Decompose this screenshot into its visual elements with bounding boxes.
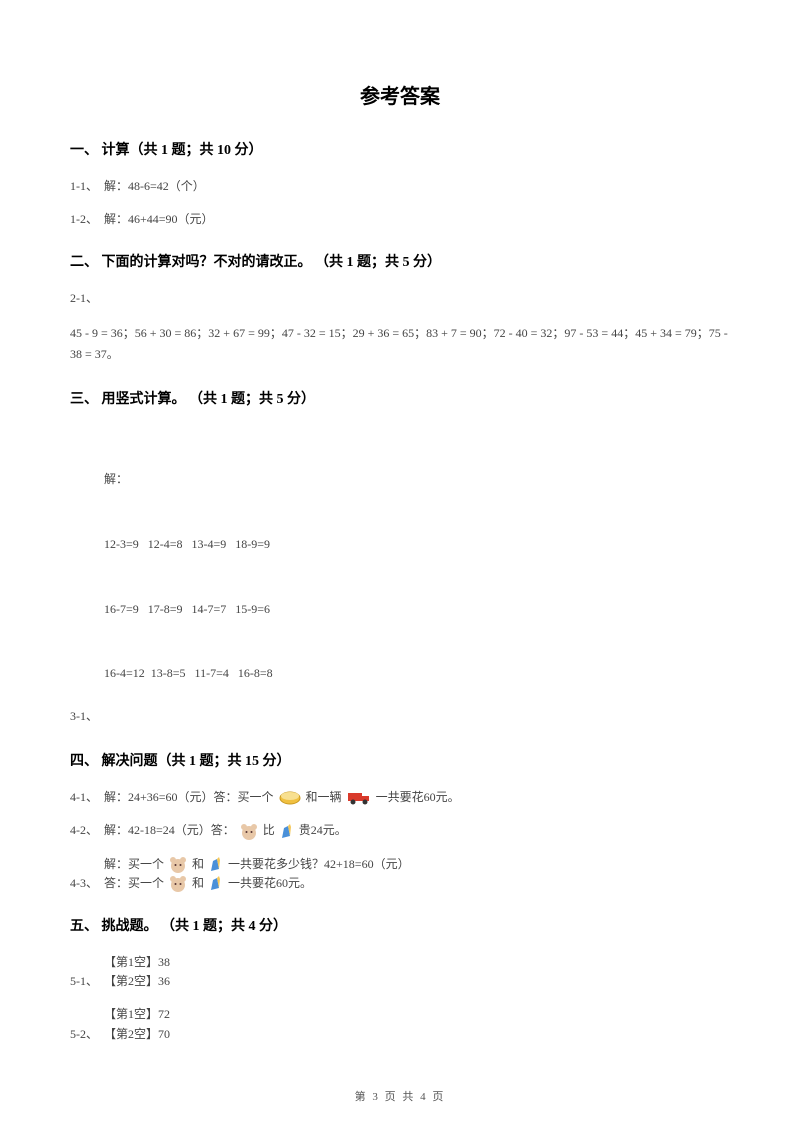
text-part: 解：42-18=24（元）答： [104, 823, 235, 837]
answer-number: 1-1、 [70, 177, 104, 196]
text-part: 比 [263, 823, 278, 837]
grid-line: 16-4=12 13-8=5 11-7=4 16-8=8 [104, 663, 273, 685]
truck-icon [347, 791, 371, 805]
grid-line: 16-7=9 17-8=9 14-7=7 15-9=6 [104, 599, 273, 621]
answer-text: 解：24+36=60（元）答：买一个 和一辆 一共要花60元。 [104, 788, 460, 807]
section-5-heading: 五、 挑战题。 （共 1 题；共 4 分） [70, 915, 730, 935]
blank-line: 【第1空】72 [104, 1005, 170, 1024]
answer-3-1: 3-1、 解： 12-3=9 12-4=8 13-4=9 18-9=9 16-7… [70, 426, 730, 728]
bear-icon [169, 856, 187, 874]
answer-number: 2-1、 [70, 289, 104, 308]
section-3-heading: 三、 用竖式计算。 （共 1 题；共 5 分） [70, 388, 730, 408]
answer-text: 【第1空】72 【第2空】70 [104, 1005, 170, 1043]
text-part: 和一辆 [306, 790, 345, 804]
answer-1-2: 1-2、 解：46+44=90（元） [70, 210, 730, 229]
answer-number: 5-2、 [70, 1025, 104, 1044]
bear-icon [240, 823, 258, 841]
text-part: 一共要花60元。 [228, 876, 312, 890]
blank-line: 【第1空】38 [104, 953, 170, 972]
answer-5-2: 5-2、 【第1空】72 【第2空】70 [70, 1005, 730, 1043]
pen-icon [209, 876, 223, 892]
answer-number: 1-2、 [70, 210, 104, 229]
answer-number: 5-1、 [70, 972, 104, 991]
pen-icon [280, 824, 294, 840]
answer-subline: 解：买一个 和 一共要花多少钱？42+18=60（元） [104, 855, 410, 874]
section-2-heading: 二、 下面的计算对吗？不对的请改正。 （共 1 题；共 5 分） [70, 251, 730, 271]
answer-5-1: 5-1、 【第1空】38 【第2空】36 [70, 953, 730, 991]
page-content: 参考答案 一、 计算（共 1 题；共 10 分） 1-1、 解：48-6=42（… [0, 0, 800, 1098]
answer-2-1-num: 2-1、 [70, 289, 730, 308]
text-part: 答：买一个 [104, 876, 167, 890]
answer-4-3: 4-3、 解：买一个 和 一共要花多少钱？42+18=60（元） 答：买一个 和 [70, 855, 730, 894]
grid-line: 解： [104, 469, 273, 491]
page-footer: 第 3 页 共 4 页 [0, 1088, 800, 1104]
section-4-heading: 四、 解决问题（共 1 题；共 15 分） [70, 750, 730, 770]
answer-number: 4-2、 [70, 821, 104, 840]
text-part: 一共要花多少钱？42+18=60（元） [228, 857, 410, 871]
text-part: 贵24元。 [299, 823, 347, 837]
answer-number: 3-1、 [70, 706, 104, 728]
answer-number: 4-3、 [70, 874, 104, 893]
answer-subline: 答：买一个 和 一共要花60元。 [104, 874, 410, 893]
text-part: 解：买一个 [104, 857, 167, 871]
answer-text: 解：42-18=24（元）答： 比 贵24元。 [104, 821, 347, 840]
answer-text: 解：买一个 和 一共要花多少钱？42+18=60（元） 答：买一个 和 [104, 855, 410, 894]
section-1-heading: 一、 计算（共 1 题；共 10 分） [70, 139, 730, 159]
answer-text: 解：46+44=90（元） [104, 210, 214, 229]
text-part: 和 [192, 857, 207, 871]
grid-line: 12-3=9 12-4=8 13-4=9 18-9=9 [104, 534, 273, 556]
answer-text: 解：48-6=42（个） [104, 177, 205, 196]
text-part: 一共要花60元。 [376, 790, 460, 804]
answer-text: 【第1空】38 【第2空】36 [104, 953, 170, 991]
answer-grid: 解： 12-3=9 12-4=8 13-4=9 18-9=9 16-7=9 17… [104, 426, 273, 728]
answer-4-2: 4-2、 解：42-18=24（元）答： 比 贵24元。 [70, 821, 730, 840]
text-part: 解：24+36=60（元）答：买一个 [104, 790, 277, 804]
drum-icon [279, 790, 301, 806]
answer-1-1: 1-1、 解：48-6=42（个） [70, 177, 730, 196]
blank-line: 【第2空】70 [104, 1025, 170, 1044]
pen-icon [209, 857, 223, 873]
answer-2-1-body: 45 - 9 = 36；56 + 30 = 86；32 + 67 = 99；47… [70, 323, 730, 366]
answer-number: 4-1、 [70, 788, 104, 807]
blank-line: 【第2空】36 [104, 972, 170, 991]
page-title: 参考答案 [70, 80, 730, 109]
text-part: 和 [192, 876, 207, 890]
bear-icon [169, 875, 187, 893]
answer-4-1: 4-1、 解：24+36=60（元）答：买一个 和一辆 一共要花60元。 [70, 788, 730, 807]
